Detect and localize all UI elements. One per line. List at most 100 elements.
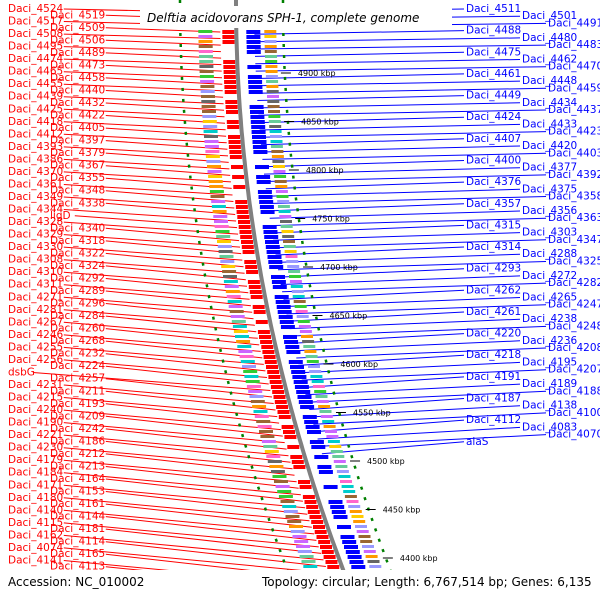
- reverse-gene: [297, 395, 312, 399]
- forward-gene: [262, 350, 275, 354]
- gene-feature-band: [264, 35, 277, 38]
- left-connector-line: [63, 146, 229, 157]
- left-connector-line: [63, 158, 230, 170]
- right-gene-label: Daci_4448: [522, 75, 577, 87]
- forward-gene: [241, 240, 253, 244]
- gene-feature-band: [220, 260, 235, 263]
- right-gene-label: Daci_4303: [522, 227, 577, 239]
- gene-feature-band: [266, 455, 281, 458]
- reverse-gene: [271, 275, 285, 279]
- reverse-gene: [283, 335, 297, 339]
- left-gene-label: Daci_4508: [8, 28, 63, 40]
- gene-feature-band: [286, 260, 299, 263]
- right-connector-line: [261, 145, 521, 153]
- left-connector-line: [63, 384, 274, 404]
- gene-feature-band: [209, 185, 224, 188]
- gene-feature-band: [198, 40, 213, 43]
- right-gene-label: Daci_4314: [466, 241, 522, 253]
- left-gene-label: Daci_4230: [8, 442, 63, 454]
- right-connector-line: [273, 232, 521, 241]
- right-gene-label: Daci_4070: [548, 429, 600, 441]
- right-connector-line: [284, 297, 521, 307]
- left-gene-label: Daci_4405: [50, 122, 105, 134]
- left-gene-label: Daci_4412: [8, 128, 63, 140]
- gene-feature-band: [293, 300, 306, 303]
- left-connector-line: [63, 108, 225, 118]
- right-connector-line: [254, 37, 521, 43]
- left-connector-line: [63, 46, 221, 53]
- right-connector-line: [305, 383, 521, 396]
- left-gene-label: Daci_4370: [8, 166, 63, 178]
- reverse-gene: [259, 200, 274, 204]
- right-gene-label: Daci_4248: [548, 320, 600, 332]
- left-gene-label: Daci_4074: [8, 542, 64, 554]
- kbp-tick-label: 4900 kbp: [298, 69, 336, 78]
- gene-feature-band: [294, 305, 307, 308]
- gene-feature-band: [304, 350, 317, 353]
- reverse-gene: [250, 110, 264, 114]
- gene-feature-band: [276, 195, 289, 198]
- forward-gene: [233, 185, 246, 189]
- left-gene-label: Daci_4190: [8, 417, 63, 429]
- right-connector-line: [309, 398, 465, 410]
- left-connector-line: [63, 321, 258, 339]
- kbp-tick-label: 4500 kbp: [367, 457, 405, 466]
- left-gene-label: Daci_4393: [8, 141, 63, 153]
- gene-feature-band: [301, 560, 316, 563]
- left-gene-label: Daci_4184: [8, 467, 64, 479]
- right-connector-line: [296, 347, 547, 359]
- reverse-gene: [342, 540, 357, 544]
- right-gene-label: Daci_4437: [548, 104, 600, 116]
- gene-feature-band: [198, 50, 213, 53]
- right-gene-label: Daci_4356: [522, 205, 578, 217]
- gene-feature-band: [248, 390, 263, 393]
- gene-feature-band: [214, 225, 229, 228]
- forward-gene: [229, 155, 242, 159]
- left-connector-line: [63, 422, 285, 444]
- left-gene-label: Daci_4140: [8, 504, 63, 516]
- left-connector-line: [63, 409, 281, 431]
- left-gene-label: Daci_4209: [50, 410, 105, 422]
- right-gene-label: Daci_4083: [522, 421, 577, 433]
- gene-feature-band: [254, 415, 269, 418]
- left-connector-line: [63, 71, 223, 79]
- gene-feature-band: [205, 150, 220, 153]
- left-gene-label: Daci_4181: [50, 523, 105, 535]
- left-connector-line: [63, 259, 245, 274]
- gene-feature-band: [269, 130, 282, 133]
- gene-feature-band: [235, 335, 249, 338]
- forward-gene: [224, 80, 237, 84]
- reverse-gene: [292, 375, 307, 379]
- left-connector-line: [105, 353, 266, 372]
- gene-feature-band: [221, 265, 236, 268]
- left-connector-line: [105, 190, 234, 202]
- left-gene-label: Daci_4519: [50, 9, 105, 21]
- forward-gene: [227, 125, 240, 129]
- right-gene-label: Daci_4187: [466, 393, 521, 405]
- reverse-gene: [278, 315, 293, 319]
- left-gene-label: Daci_4271: [8, 291, 63, 303]
- reverse-gene: [252, 140, 267, 144]
- gene-feature-band: [318, 405, 331, 408]
- left-gene-label: Daci_4349: [8, 191, 63, 203]
- gene-feature-band: [288, 270, 301, 273]
- forward-gene: [267, 370, 280, 374]
- gene-feature-band: [205, 155, 220, 158]
- gene-feature-band: [336, 470, 349, 473]
- gene-feature-band: [343, 490, 356, 493]
- left-gene-label: Daci_4180: [8, 492, 63, 504]
- left-connector-line: [105, 328, 260, 346]
- forward-gene: [277, 410, 290, 414]
- gene-feature-band: [273, 170, 286, 173]
- forward-gene: [327, 565, 340, 569]
- left-gene-label: Daci_4439: [8, 91, 63, 103]
- left-gene-label: Daci_4455: [8, 78, 63, 90]
- gene-feature-band: [315, 395, 328, 398]
- right-gene-label: Daci_4376: [466, 176, 522, 188]
- left-connector-line: [63, 271, 248, 287]
- right-gene-label: Daci_4315: [466, 219, 521, 231]
- right-connector-line: [268, 203, 465, 212]
- left-gene-label: Daci_4161: [50, 498, 105, 510]
- gene-feature-band: [283, 240, 295, 243]
- gene-feature-band: [279, 215, 292, 218]
